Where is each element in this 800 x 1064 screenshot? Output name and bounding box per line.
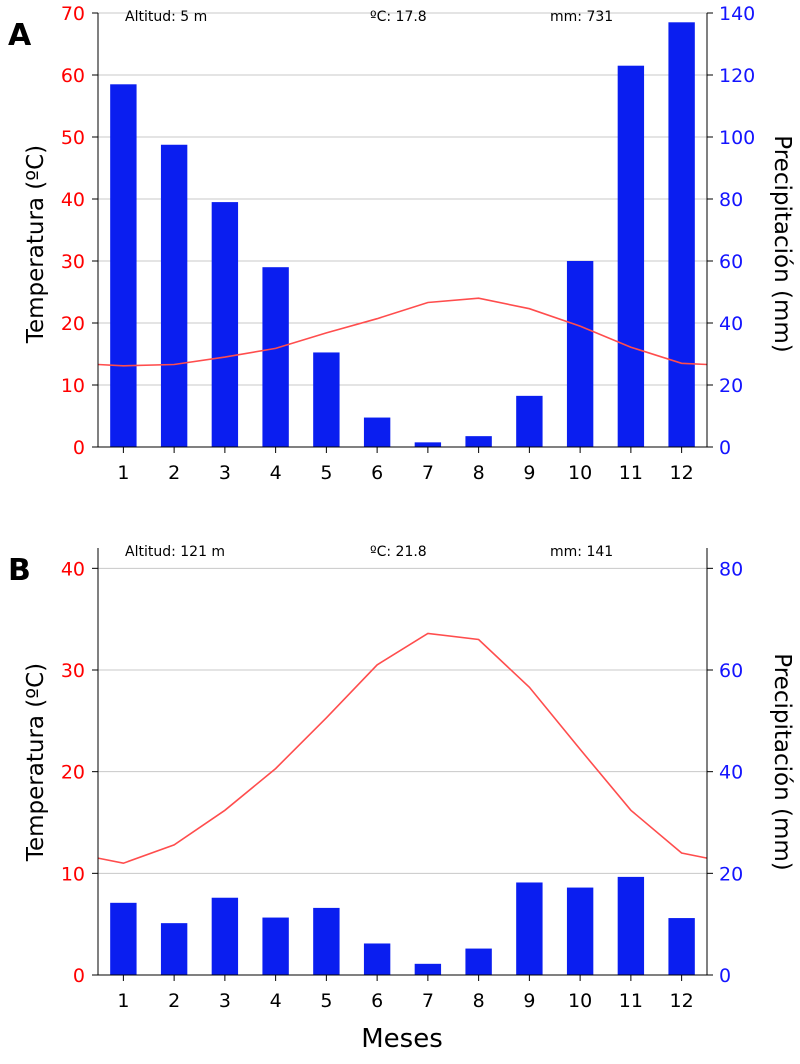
x-tick-label: 7: [422, 462, 434, 484]
precip-bar: [516, 882, 543, 975]
x-tick-label: 8: [473, 462, 485, 484]
precip-bar: [414, 963, 442, 975]
precip-bar: [617, 65, 645, 447]
precip-bar: [160, 144, 188, 447]
right-tick-label: 40: [719, 313, 743, 335]
precip-bar: [516, 395, 543, 447]
left-tick-label: 10: [61, 375, 85, 397]
precip-bar: [363, 417, 391, 447]
left-tick-label: 10: [61, 863, 85, 885]
annual-precip-label: mm: 731: [550, 9, 613, 25]
left-tick-label: 50: [61, 127, 85, 149]
precip-bar: [465, 948, 492, 975]
precip-bar: [313, 352, 340, 447]
right-tick-label: 40: [719, 762, 743, 784]
panel-letter: A: [8, 18, 32, 53]
right-axis-title: Precipitación (mm): [769, 653, 795, 870]
altitude-label: Altitud: 5 m: [125, 9, 207, 25]
x-tick-label: 10: [568, 462, 592, 484]
right-tick-label: 0: [719, 965, 731, 987]
x-tick-label: 2: [168, 462, 180, 484]
left-axis-title: Temperatura (ºC): [23, 145, 49, 344]
mean-temp-label: ºC: 21.8: [370, 544, 427, 560]
x-tick-label: 11: [619, 462, 643, 484]
right-tick-label: 60: [719, 251, 743, 273]
right-tick-label: 80: [719, 558, 743, 580]
x-tick-label: 12: [670, 462, 694, 484]
precip-bar: [414, 442, 442, 447]
left-tick-label: 20: [61, 762, 85, 784]
precip-bar: [566, 261, 594, 447]
x-tick-label: 10: [568, 990, 592, 1012]
precip-bar: [363, 943, 391, 975]
precip-bar: [465, 436, 492, 447]
left-tick-label: 0: [73, 437, 85, 459]
x-tick-label: 4: [270, 462, 282, 484]
x-tick-label: 5: [320, 990, 332, 1012]
right-tick-label: 20: [719, 863, 743, 885]
precip-bar: [262, 267, 289, 447]
precip-bar: [211, 897, 239, 975]
right-tick-label: 120: [719, 65, 755, 87]
precip-bar: [313, 907, 340, 975]
left-tick-label: 30: [61, 660, 85, 682]
precip-bar: [110, 902, 137, 975]
precip-bar: [566, 887, 594, 975]
x-tick-label: 9: [523, 990, 535, 1012]
x-tick-label: 2: [168, 990, 180, 1012]
precip-bar: [668, 918, 695, 975]
precip-bar: [262, 917, 289, 975]
left-axis-title: Temperatura (ºC): [23, 663, 49, 862]
annual-precip-label: mm: 141: [550, 544, 613, 560]
x-tick-label: 4: [270, 990, 282, 1012]
left-tick-label: 40: [61, 189, 85, 211]
x-tick-label: 11: [619, 990, 643, 1012]
right-tick-label: 20: [719, 375, 743, 397]
left-tick-label: 30: [61, 251, 85, 273]
x-tick-label: 1: [117, 462, 129, 484]
temperature-line: [97, 297, 708, 367]
right-tick-label: 80: [719, 189, 743, 211]
right-tick-label: 100: [719, 127, 755, 149]
x-tick-label: 8: [473, 990, 485, 1012]
altitude-label: Altitud: 121 m: [125, 544, 225, 560]
x-tick-label: 12: [670, 990, 694, 1012]
precip-bar: [211, 202, 239, 447]
right-axis-title: Precipitación (mm): [769, 135, 795, 352]
x-tick-label: 9: [523, 462, 535, 484]
x-tick-label: 6: [371, 462, 383, 484]
x-tick-label: 6: [371, 990, 383, 1012]
precip-bar: [617, 876, 645, 975]
left-tick-label: 70: [61, 3, 85, 25]
x-tick-label: 5: [320, 462, 332, 484]
right-tick-label: 0: [719, 437, 731, 459]
precip-bar: [160, 923, 188, 975]
panel-letter: B: [8, 553, 31, 588]
x-tick-label: 3: [219, 462, 231, 484]
x-tick-label: 3: [219, 990, 231, 1012]
x-axis-title: Meses: [361, 1024, 443, 1054]
mean-temp-label: ºC: 17.8: [370, 9, 427, 25]
left-tick-label: 60: [61, 65, 85, 87]
left-tick-label: 20: [61, 313, 85, 335]
right-tick-label: 60: [719, 660, 743, 682]
temperature-line: [97, 632, 708, 865]
left-tick-label: 40: [61, 558, 85, 580]
left-tick-label: 0: [73, 965, 85, 987]
precip-bar: [668, 22, 695, 448]
x-tick-label: 7: [422, 990, 434, 1012]
x-tick-label: 1: [117, 990, 129, 1012]
precip-bar: [110, 84, 137, 448]
right-tick-label: 140: [719, 3, 755, 25]
